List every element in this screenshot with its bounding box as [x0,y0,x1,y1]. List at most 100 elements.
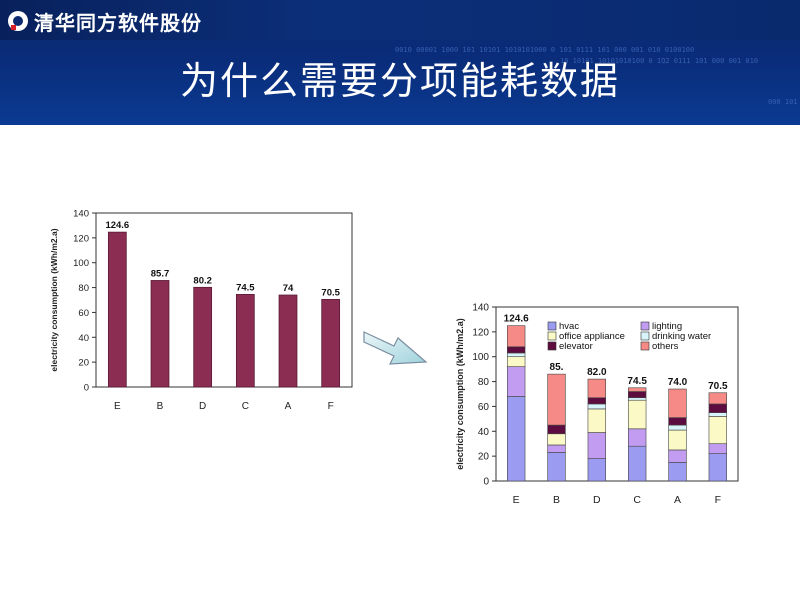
y-tick-label: 140 [73,209,89,220]
bar-value-label: 124.6 [105,220,129,231]
plot-frame [495,306,739,482]
y-tick-label: 0 [84,383,89,394]
y-tick-label: 20 [478,452,490,463]
stacked-bar-segment [506,325,526,348]
x-tick-label: E [114,401,121,412]
legend-swatch [640,341,650,351]
stacked-bar-segment [587,403,607,410]
stacked-bar-segment [627,391,647,399]
legend-label: lighting [652,321,682,332]
bar-value-label: 85.7 [151,268,170,279]
legend-label: drinking water [652,331,711,342]
legend-label: others [652,341,679,352]
y-tick-label: 60 [78,308,89,319]
legend-label: elevator [559,341,593,352]
stacked-bar-segment [547,424,566,435]
stacked-bar-segment [668,462,687,482]
y-tick-label: 120 [73,233,89,244]
y-tick-label: 80 [478,377,490,388]
y-axis-label: electricity consumption (kWh/m2.a) [49,228,59,371]
x-tick-label: E [513,494,520,506]
bar-value-label: 80.2 [193,275,212,286]
stacked-bar-segment [587,432,607,459]
binary-decoration: 000 101 [768,98,798,106]
stacked-bar-segment [627,399,647,430]
stacked-bar-segment [547,373,566,426]
bar-value-label: 70.5 [321,287,340,298]
bar [235,294,255,388]
x-tick-label: D [199,401,206,412]
stacked-bar-segment [627,387,647,392]
legend-swatch [640,331,650,341]
y-tick-label: 120 [472,327,489,338]
stacked-bar-segment [627,397,647,401]
x-tick-label: A [674,494,681,506]
legend-label: hvac [559,321,579,332]
stacked-bar-segment [708,412,728,417]
stacked-bar-segment [668,424,687,431]
y-axis-label: electricity consumption (kWh/m2.a) [455,318,465,470]
stacked-bar-segment [506,346,526,354]
legend-swatch [640,321,650,331]
total-consumption-chart: 0 20 40 60 80 100 120 140 electricity consumptio… [49,209,353,412]
y-tick-label: 80 [78,283,89,294]
stacked-bar-segment [587,458,607,482]
binary-decoration: 0010 00001 1000 101 10101 1010101000 0 1… [395,46,695,54]
header-banner: 0010 00001 1000 101 10101 1010101000 0 1… [0,0,800,125]
legend-swatch [547,331,557,341]
y-tick-label: 40 [78,333,89,344]
y-tick-label: 0 [483,477,489,488]
stacked-bar-segment [547,452,566,482]
bar-total-label: 85. [550,362,564,373]
stacked-bar-segment [708,392,728,405]
y-tick-label: 40 [478,427,490,438]
stacked-bar-segment [587,397,607,405]
stacked-bar-segment [506,356,526,367]
header-top-stripe [0,0,800,40]
stacked-bar-segment [506,352,526,358]
x-tick-label: C [242,401,249,412]
company-logo: 清华同方软件股份 [8,8,202,35]
x-tick-label: C [633,494,641,506]
bar [150,280,170,388]
bar [321,298,341,388]
y-tick-label: 100 [73,258,89,269]
stacked-bar-segment [708,416,728,445]
legend-swatch [547,341,557,351]
bar-value-label: 74.5 [236,282,255,293]
x-tick-label: F [715,494,721,506]
y-tick-label: 20 [78,358,89,369]
bar-total-label: 124.6 [504,314,529,325]
bar [107,231,127,388]
y-tick-label: 100 [472,352,489,363]
x-tick-label: F [328,401,334,412]
stacked-bar-segment [668,429,687,451]
breakdown-consumption-chart: 0 20 40 60 80 100 120 140 electricity consumptio… [455,303,739,506]
y-tick-label: 60 [478,402,490,413]
y-tick-label: 140 [472,303,489,314]
stacked-bar-segment [547,444,566,453]
bar-value-label: 74 [283,283,294,294]
company-name: 清华同方软件股份 [34,10,202,35]
bar [278,294,298,388]
stacked-bar-segment [627,445,647,482]
stacked-bar-segment [587,378,607,399]
legend-swatch [547,321,557,331]
binary-decoration: 10 10101 10101010100 0 1Q2 0111 101 000 … [560,57,759,65]
x-tick-label: A [285,401,292,412]
stacked-bar-segment [506,366,526,397]
stacked-bar-segment [708,453,728,482]
bar-total-label: 70.5 [708,381,728,392]
stacked-bar-segment [668,449,687,463]
arrow-icon [363,331,428,365]
bar [193,286,213,388]
x-tick-label: B [553,494,560,506]
stacked-bar-segment [627,428,647,447]
bar-total-label: 82.0 [587,367,607,378]
plot-frame [95,212,353,388]
stacked-bar-segment [506,396,526,482]
x-tick-label: B [157,401,164,412]
stacked-bar-segment [668,388,687,418]
legend-label: office appliance [559,331,625,342]
bar-total-label: 74.0 [668,377,688,388]
